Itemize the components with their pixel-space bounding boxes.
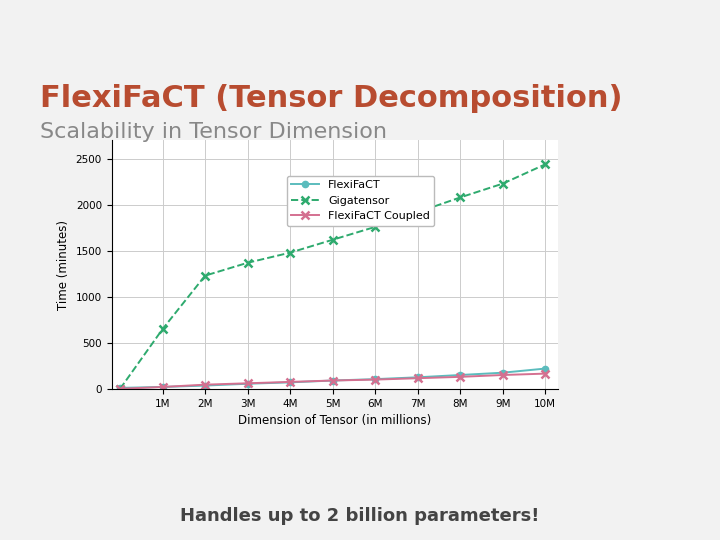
FlexiFaCT (413, 374, 422, 381)
FlexiFaCT Coupled (456, 374, 464, 380)
Gigatensor (243, 260, 252, 266)
FlexiFaCT (286, 379, 294, 386)
Gigatensor (371, 224, 379, 230)
Gigatensor (456, 194, 464, 201)
FlexiFaCT Coupled (243, 380, 252, 387)
Gigatensor (541, 161, 549, 167)
FlexiFaCT (158, 384, 167, 390)
FlexiFaCT Coupled (116, 386, 125, 392)
Gigatensor (116, 386, 125, 392)
Text: Scalability in Tensor Dimension: Scalability in Tensor Dimension (40, 122, 387, 141)
FlexiFaCT (541, 366, 549, 372)
Y-axis label: Time (minutes): Time (minutes) (57, 220, 70, 309)
FlexiFaCT (498, 369, 507, 376)
FlexiFaCT Coupled (158, 384, 167, 390)
FlexiFaCT (116, 384, 125, 391)
Gigatensor (201, 272, 210, 279)
Legend: FlexiFaCT, Gigatensor, FlexiFaCT Coupled: FlexiFaCT, Gigatensor, FlexiFaCT Coupled (287, 176, 434, 226)
FlexiFaCT (201, 382, 210, 389)
FlexiFaCT Coupled (201, 381, 210, 388)
FlexiFaCT Coupled (286, 379, 294, 385)
FlexiFaCT Coupled (541, 370, 549, 377)
FlexiFaCT Coupled (371, 376, 379, 383)
FlexiFaCT (456, 372, 464, 378)
Text: FlexiFaCT (Tensor Decomposition): FlexiFaCT (Tensor Decomposition) (40, 84, 622, 113)
Line: FlexiFaCT Coupled: FlexiFaCT Coupled (116, 369, 549, 393)
Line: FlexiFaCT: FlexiFaCT (117, 366, 549, 391)
FlexiFaCT Coupled (413, 375, 422, 381)
FlexiFaCT (371, 376, 379, 382)
Gigatensor (158, 326, 167, 332)
Gigatensor (498, 180, 507, 187)
Gigatensor (328, 237, 337, 243)
Line: Gigatensor: Gigatensor (116, 160, 549, 393)
X-axis label: Dimension of Tensor (in millions): Dimension of Tensor (in millions) (238, 414, 431, 427)
FlexiFaCT (328, 377, 337, 384)
Text: Handles up to 2 billion parameters!: Handles up to 2 billion parameters! (180, 507, 540, 525)
FlexiFaCT Coupled (498, 372, 507, 378)
FlexiFaCT (243, 381, 252, 387)
FlexiFaCT Coupled (328, 377, 337, 384)
Gigatensor (286, 249, 294, 256)
Gigatensor (413, 209, 422, 215)
